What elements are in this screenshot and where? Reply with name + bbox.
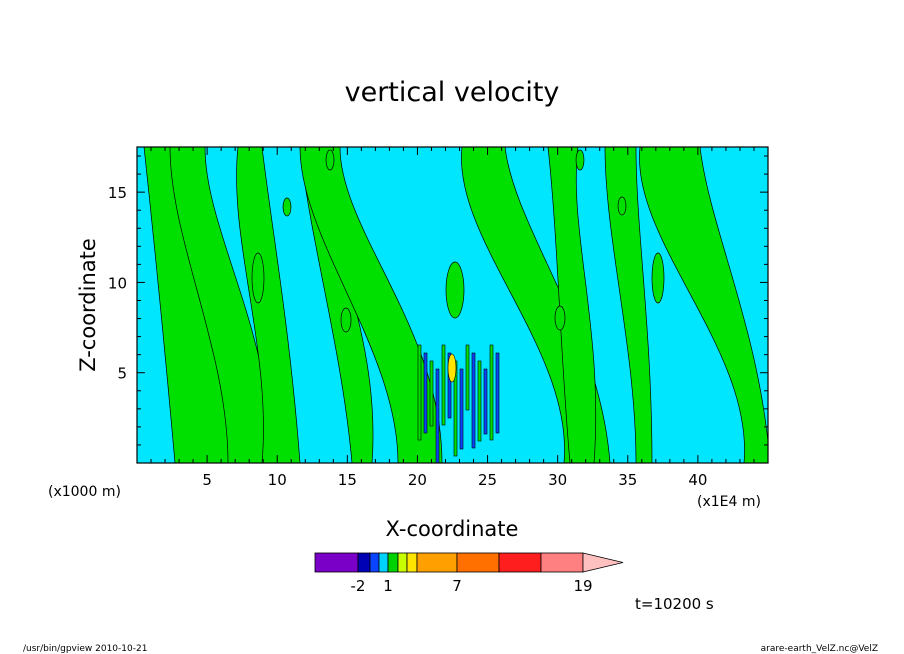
colorbar-cell: [397, 552, 408, 573]
x-tick-label: 35: [618, 471, 637, 489]
plot-frame: [136, 146, 769, 464]
velocity-contours: [143, 147, 768, 463]
contour-region: [340, 307, 352, 333]
contour-region: [445, 261, 465, 319]
x-tick-label: 30: [548, 471, 567, 489]
contour-region: [282, 197, 292, 217]
x-tick-label: 20: [408, 471, 427, 489]
contour-region: [651, 252, 665, 304]
contour-region: [489, 344, 494, 441]
colorbar-tick-label: 1: [383, 577, 393, 595]
y-axis-label: Z-coordinate: [76, 238, 100, 372]
x-axis-ticks: 5 10 15 20 25 30 35 40: [150, 147, 755, 489]
contour-region: [471, 352, 476, 449]
contour-region: [465, 344, 470, 411]
y-tick-label: 10: [108, 274, 127, 292]
x-tick-label: 10: [268, 471, 287, 489]
x-tick-label: 25: [478, 471, 497, 489]
colorbar-cell: [498, 552, 542, 573]
contour-region: [447, 353, 457, 383]
contour-region: [251, 252, 265, 304]
contour-region: [575, 149, 585, 171]
contour-region: [169, 147, 273, 463]
colorbar-cell: [357, 552, 371, 573]
x-axis-label: X-coordinate: [386, 517, 519, 541]
footer-left: /usr/bin/gpview 2010-10-21: [23, 644, 147, 654]
contour-region: [441, 344, 446, 426]
contour-region: [617, 196, 627, 216]
colorbar-tick-labels: -2 1 7 19: [351, 577, 593, 595]
colorbar-tick-label: 19: [573, 577, 592, 595]
colorbar-cell: [369, 552, 380, 573]
y-tick-label: 5: [117, 365, 127, 383]
contour-region: [429, 360, 434, 427]
y-axis-ticks: 5 10 15: [108, 155, 768, 446]
chart-title: vertical velocity: [345, 77, 560, 108]
contour-region: [447, 352, 452, 419]
x-tick-label: 40: [688, 471, 707, 489]
contour-region: [495, 352, 500, 434]
colorbar-cell: [406, 552, 418, 573]
colorbar-cell: [314, 552, 359, 573]
contour-region: [483, 368, 488, 435]
colorbar-cell: [416, 552, 458, 573]
contour-region: [477, 360, 482, 442]
colorbar-extension: [582, 552, 624, 573]
contour-region: [417, 344, 422, 441]
colorbar-tick-label: 7: [452, 577, 462, 595]
contour-region: [639, 147, 768, 463]
x-unit-label: (x1000 m): [48, 484, 121, 500]
contour-region: [236, 147, 301, 463]
colorbar-cell: [378, 552, 389, 573]
contour-region: [325, 149, 335, 171]
contour-region: [604, 147, 653, 463]
y-tick-label: 15: [108, 184, 127, 202]
colorbar-cell: [540, 552, 584, 573]
contour-region: [423, 352, 428, 434]
footer-right: arare-earth_VelZ.nc@VelZ: [761, 644, 878, 654]
contour-region: [547, 147, 597, 463]
contour-region: [435, 368, 440, 463]
colorbar-cell: [456, 552, 500, 573]
x-tick-label: 15: [338, 471, 357, 489]
contour-region: [299, 147, 443, 463]
x-tick-label: 5: [202, 471, 212, 489]
contour-region: [459, 368, 464, 450]
contour-region: [554, 305, 566, 331]
colorbar-cell: [387, 552, 399, 573]
time-label: t=10200 s: [635, 595, 714, 613]
convective-core: [417, 344, 500, 463]
colorbar: [314, 552, 624, 573]
x-scale-label: (x1E4 m): [697, 494, 761, 510]
colorbar-tick-label: -2: [351, 577, 366, 595]
